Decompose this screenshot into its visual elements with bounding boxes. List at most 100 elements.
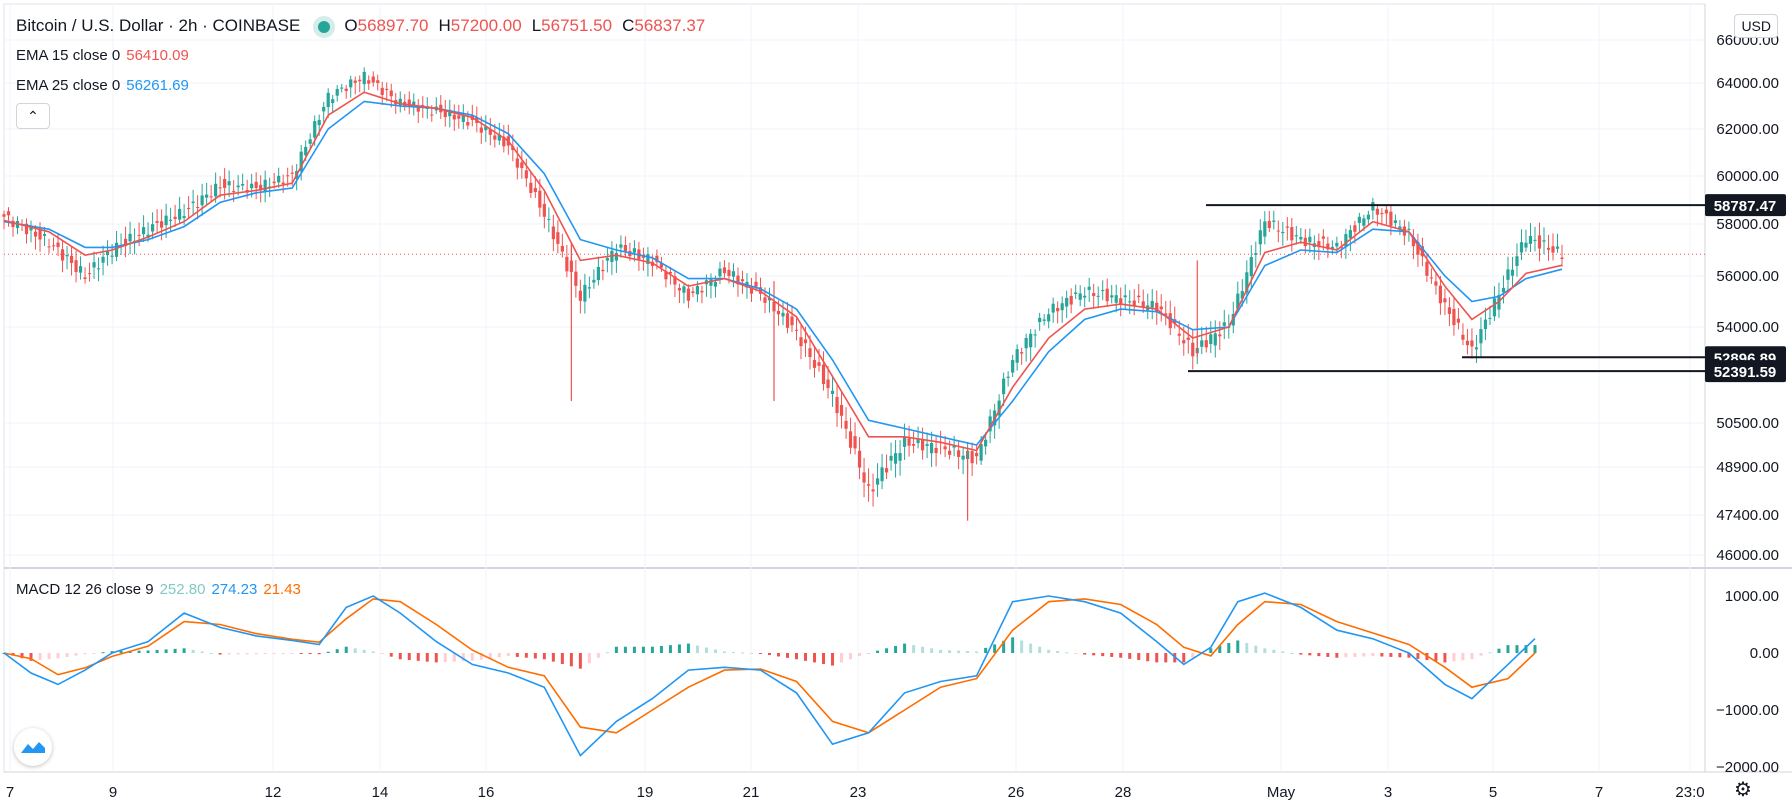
- macd-hist-bar: [1515, 645, 1519, 653]
- candle-body: [1348, 230, 1352, 239]
- macd-hist-bar: [966, 651, 970, 653]
- candle-body: [961, 455, 965, 460]
- settings-gear-icon[interactable]: ⚙: [1734, 779, 1752, 801]
- macd-hist-bar: [596, 653, 600, 658]
- macd-hist-bar: [894, 645, 898, 653]
- macd-legend[interactable]: MACD 12 26 close 9 252.80 274.23 21.43: [16, 581, 307, 598]
- macd-hist-bar: [1146, 653, 1150, 662]
- candle-body: [123, 238, 128, 247]
- candle-body: [1321, 236, 1325, 239]
- candle-body: [1258, 230, 1262, 245]
- macd-hist-bar: [308, 653, 312, 655]
- candle-body: [749, 286, 754, 294]
- macd-hist-bar: [623, 646, 627, 653]
- candle-body: [313, 121, 317, 138]
- candle-body: [1371, 202, 1375, 211]
- candle-body: [1461, 334, 1465, 340]
- macd-hist-bar: [155, 649, 159, 653]
- candle-body: [1407, 228, 1411, 230]
- macd-hist-bar: [1110, 653, 1114, 657]
- candle-body: [1326, 243, 1330, 250]
- candle-body: [1123, 295, 1127, 298]
- candle-body: [290, 172, 294, 174]
- candle-body: [236, 185, 240, 188]
- symbol-title[interactable]: Bitcoin / U.S. Dollar · 2h · COINBASE: [16, 16, 301, 35]
- candle-body: [556, 232, 560, 244]
- candle-body: [929, 443, 934, 454]
- candle-body: [353, 80, 357, 83]
- candle-body: [605, 257, 609, 261]
- candle-body: [457, 115, 461, 119]
- candle-body: [1290, 227, 1294, 241]
- candle-body: [803, 339, 808, 344]
- candle-body: [578, 290, 582, 301]
- macd-hist-bar: [813, 653, 817, 663]
- candle-body: [60, 249, 65, 261]
- collapse-legend-button[interactable]: ⌃: [16, 103, 50, 129]
- candle-body: [1501, 287, 1506, 293]
- currency-button[interactable]: USD: [1734, 14, 1778, 38]
- macd-hist-bar: [587, 653, 591, 664]
- candle-body: [1137, 295, 1141, 298]
- candle-body: [74, 260, 78, 273]
- candle-body: [1483, 319, 1488, 330]
- tradingview-logo-icon[interactable]: [14, 728, 52, 766]
- macd-hist-bar: [1389, 653, 1393, 657]
- candle-body: [916, 438, 920, 444]
- candle-body: [128, 233, 132, 242]
- candle-body: [1380, 213, 1384, 215]
- candle-body: [1456, 318, 1461, 323]
- candle-body: [952, 445, 956, 448]
- candle-body: [812, 359, 817, 368]
- price-tick-label: 54000.00: [1716, 319, 1779, 336]
- candle-body: [997, 400, 1001, 416]
- macd-hist-bar: [326, 651, 330, 653]
- price-tick-label: 46000.00: [1716, 547, 1779, 564]
- price-pane: [2, 67, 1705, 521]
- candle-body: [484, 126, 488, 131]
- candle-body: [1164, 313, 1168, 316]
- candle-body: [1074, 292, 1078, 294]
- candle-body: [1362, 218, 1366, 226]
- candle-body: [11, 220, 15, 228]
- candle-body: [1389, 211, 1393, 226]
- candle-body: [1398, 226, 1402, 230]
- macd-hist-bar: [1524, 645, 1528, 653]
- candle-body: [380, 87, 384, 95]
- macd-hist-bar: [101, 652, 105, 654]
- candle-body: [1474, 347, 1479, 350]
- macd-hist-bar: [822, 653, 826, 664]
- macd-hist-bar: [1326, 653, 1330, 657]
- candle-body: [718, 268, 722, 277]
- candle-body: [1551, 246, 1555, 253]
- candle-body: [137, 234, 141, 236]
- macd-hist-bar: [299, 653, 303, 654]
- ema15-legend[interactable]: EMA 15 close 0 56410.09: [16, 47, 195, 64]
- candle-body: [1047, 314, 1051, 322]
- macd-hist-bar: [840, 653, 844, 663]
- macd-signal-line: [3, 598, 1536, 734]
- macd-hist-bar: [1299, 653, 1303, 655]
- macd-hist-bar: [1290, 653, 1294, 654]
- candle-body: [1114, 295, 1118, 303]
- macd-hist-bar: [1011, 637, 1015, 653]
- candle-body: [1285, 226, 1289, 228]
- candle-body: [677, 287, 682, 291]
- candle-body: [1506, 269, 1510, 280]
- ema25-legend[interactable]: EMA 25 close 0 56261.69: [16, 77, 195, 94]
- candle-body: [970, 451, 974, 464]
- axes: 66000.0064000.0062000.0060000.0058000.00…: [6, 32, 1786, 801]
- macd-hist-bar: [1317, 653, 1321, 657]
- candle-body: [1272, 220, 1276, 222]
- candle-body: [105, 251, 110, 256]
- macd-hist-bar: [542, 653, 546, 660]
- candle-body: [1299, 236, 1303, 240]
- symbol-legend: Bitcoin / U.S. Dollar · 2h · COINBASE O56…: [16, 16, 715, 36]
- time-tick-label: 12: [265, 784, 282, 801]
- macd-hist-bar: [56, 653, 60, 659]
- candle-body: [655, 255, 659, 263]
- candle-body: [1065, 297, 1069, 307]
- macd-hist-bar: [1137, 653, 1141, 661]
- candle-body: [1006, 376, 1010, 378]
